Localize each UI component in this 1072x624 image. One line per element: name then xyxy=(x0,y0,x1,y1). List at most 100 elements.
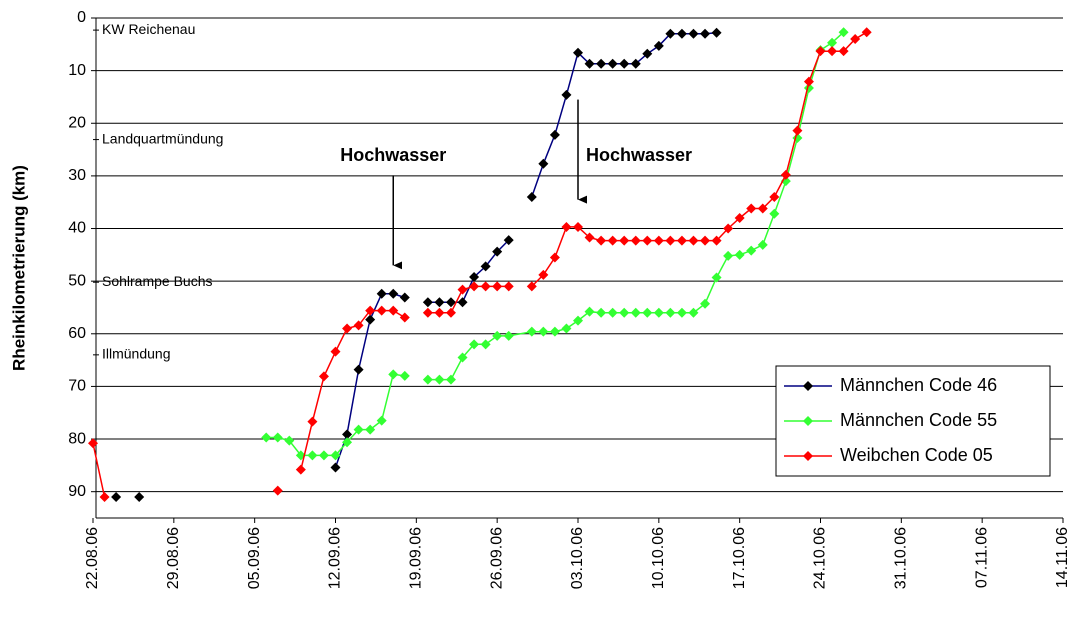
y-tick-label: 10 xyxy=(68,62,86,79)
data-point xyxy=(757,203,768,214)
data-point xyxy=(815,46,826,57)
data-point xyxy=(596,58,607,69)
landmark-label: KW Reichenau xyxy=(102,21,195,37)
data-point xyxy=(318,450,329,461)
data-point xyxy=(780,169,791,180)
data-point xyxy=(630,307,641,318)
data-point xyxy=(434,297,445,308)
y-tick-label: 30 xyxy=(68,167,86,184)
data-point xyxy=(665,307,676,318)
data-point xyxy=(723,250,734,261)
x-tick-label: 24.10.06 xyxy=(812,527,829,589)
data-point xyxy=(330,450,341,461)
y-tick-label: 90 xyxy=(68,483,86,500)
y-axis-label: Rheinkilometrierung (km) xyxy=(9,165,28,371)
x-tick-label: 05.09.06 xyxy=(246,527,263,589)
data-point xyxy=(88,438,98,449)
data-point xyxy=(700,235,711,246)
data-point xyxy=(342,437,353,448)
data-point xyxy=(665,28,676,39)
data-point xyxy=(792,125,803,136)
data-point xyxy=(619,235,630,246)
data-point xyxy=(584,58,595,69)
data-point xyxy=(526,191,537,202)
x-tick-label: 10.10.06 xyxy=(650,527,667,589)
annotation-text: Hochwasser xyxy=(586,145,692,165)
data-point xyxy=(480,281,491,292)
data-point xyxy=(561,323,572,334)
y-tick-label: 50 xyxy=(68,272,86,289)
data-point xyxy=(318,371,329,382)
data-point xyxy=(607,58,618,69)
data-point xyxy=(642,307,653,318)
annotation-text: Hochwasser xyxy=(340,145,446,165)
y-tick-label: 80 xyxy=(68,430,86,447)
data-point xyxy=(769,208,780,219)
data-point xyxy=(746,245,757,256)
series-line xyxy=(92,31,868,498)
data-point xyxy=(850,34,861,45)
data-point xyxy=(503,330,514,341)
data-point xyxy=(434,374,445,385)
y-tick-label: 60 xyxy=(68,325,86,342)
data-point xyxy=(803,76,814,87)
data-point xyxy=(503,235,514,246)
legend-label: Männchen Code 55 xyxy=(840,410,997,430)
landmark-label: Sohlrampe Buchs xyxy=(102,273,213,289)
x-tick-label: 29.08.06 xyxy=(165,527,182,589)
data-point xyxy=(711,235,722,246)
data-point xyxy=(827,46,838,57)
x-tick-label: 17.10.06 xyxy=(731,527,748,589)
data-point xyxy=(388,369,399,380)
data-point xyxy=(769,191,780,202)
data-point xyxy=(653,307,664,318)
data-point xyxy=(134,491,145,502)
data-point xyxy=(549,252,560,263)
data-point xyxy=(353,364,364,375)
data-point xyxy=(619,307,630,318)
data-point xyxy=(676,235,687,246)
y-tick-label: 70 xyxy=(68,378,86,395)
data-point xyxy=(549,326,560,337)
legend-swatch-marker xyxy=(803,381,813,391)
data-point xyxy=(538,158,549,169)
legend: Männchen Code 46 Männchen Code 55 Weibchen… xyxy=(775,365,1051,477)
legend-swatch-marker xyxy=(803,451,813,461)
data-point xyxy=(596,235,607,246)
data-point xyxy=(261,432,272,443)
data-point xyxy=(469,281,480,292)
landmark-label: Illmündung xyxy=(102,346,171,362)
data-point xyxy=(399,292,410,303)
x-tick-label: 14.11.06 xyxy=(1054,527,1071,588)
data-point xyxy=(538,326,549,337)
data-point xyxy=(399,370,410,381)
data-point xyxy=(365,314,376,325)
data-point xyxy=(469,339,480,350)
data-point xyxy=(422,307,433,318)
data-point xyxy=(653,40,664,51)
data-point xyxy=(492,330,503,341)
data-point xyxy=(711,272,722,283)
data-point xyxy=(561,89,572,100)
data-point xyxy=(445,374,456,385)
data-point xyxy=(700,28,711,39)
data-point xyxy=(746,203,757,214)
data-point xyxy=(676,307,687,318)
data-point xyxy=(549,129,560,140)
data-point xyxy=(272,432,283,443)
data-point xyxy=(838,27,849,38)
data-point xyxy=(676,28,687,39)
x-tick-label: 31.10.06 xyxy=(893,527,910,589)
data-point xyxy=(653,235,664,246)
data-point xyxy=(573,221,583,232)
data-point xyxy=(619,58,630,69)
x-tick-label: 19.09.06 xyxy=(408,527,425,589)
data-point xyxy=(457,297,468,308)
y-tick-label: 0 xyxy=(77,9,86,26)
data-point xyxy=(457,284,468,295)
x-tick-label: 03.10.06 xyxy=(569,527,586,589)
data-point xyxy=(422,297,433,308)
data-point xyxy=(330,462,341,473)
data-point xyxy=(700,298,711,309)
